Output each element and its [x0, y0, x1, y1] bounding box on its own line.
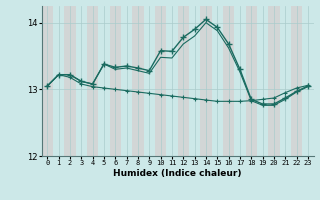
Bar — [246, 6, 257, 156]
Bar — [268, 6, 280, 156]
Bar — [291, 6, 302, 156]
Bar — [64, 6, 76, 156]
Bar — [132, 6, 144, 156]
Bar — [109, 6, 121, 156]
Bar — [42, 6, 53, 156]
Bar — [155, 6, 166, 156]
Bar — [87, 6, 98, 156]
Bar — [200, 6, 212, 156]
Bar — [223, 6, 234, 156]
X-axis label: Humidex (Indice chaleur): Humidex (Indice chaleur) — [113, 169, 242, 178]
Bar — [178, 6, 189, 156]
